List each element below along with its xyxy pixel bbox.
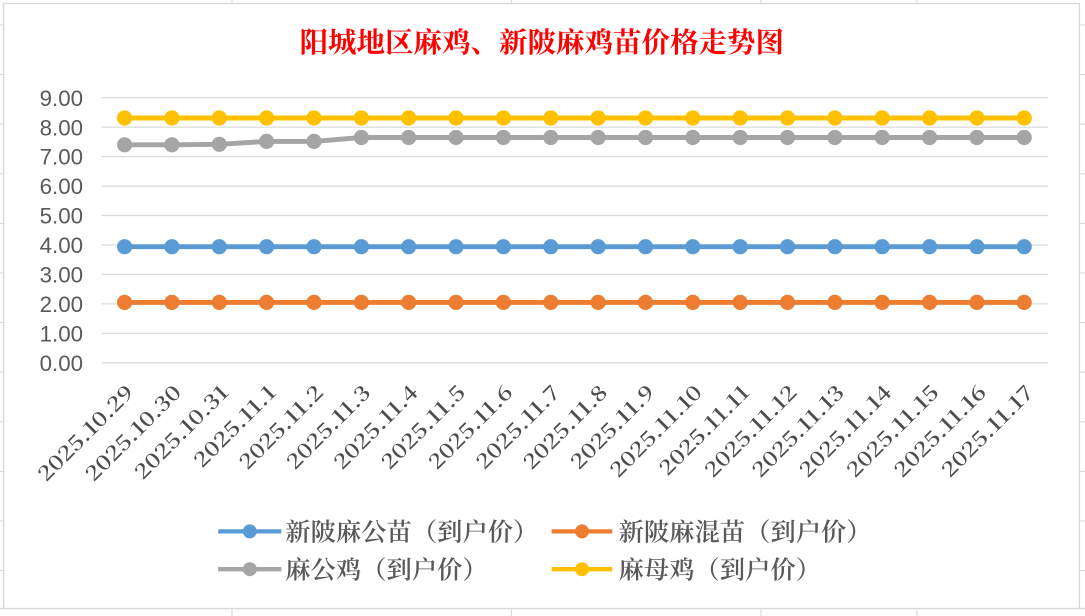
- svg-text:2.00: 2.00: [40, 292, 83, 317]
- svg-text:3.00: 3.00: [40, 263, 83, 288]
- svg-text:9.00: 9.00: [40, 86, 83, 111]
- svg-text:7.00: 7.00: [40, 145, 83, 170]
- svg-text:8.00: 8.00: [40, 115, 83, 140]
- svg-text:0.00: 0.00: [40, 351, 83, 376]
- svg-text:5.00: 5.00: [40, 204, 83, 229]
- svg-text:4.00: 4.00: [40, 233, 83, 258]
- svg-text:6.00: 6.00: [40, 174, 83, 199]
- svg-text:1.00: 1.00: [40, 321, 83, 346]
